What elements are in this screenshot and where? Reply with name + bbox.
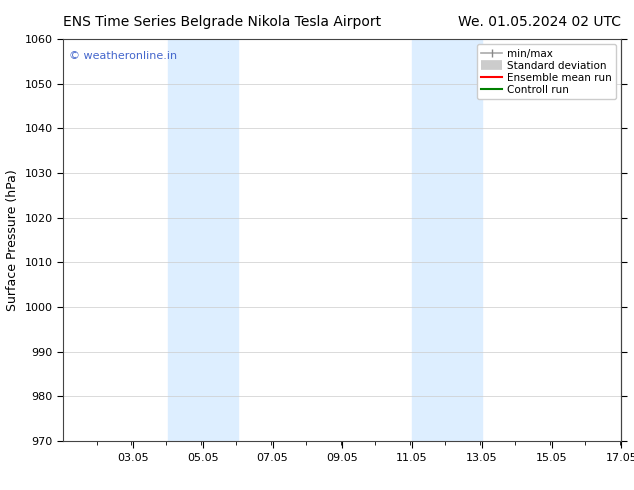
Legend: min/max, Standard deviation, Ensemble mean run, Controll run: min/max, Standard deviation, Ensemble me… xyxy=(477,45,616,99)
Bar xyxy=(412,39,482,441)
Bar xyxy=(168,39,238,441)
Text: We. 01.05.2024 02 UTC: We. 01.05.2024 02 UTC xyxy=(458,15,621,29)
Text: © weatheronline.in: © weatheronline.in xyxy=(69,51,177,61)
Y-axis label: Surface Pressure (hPa): Surface Pressure (hPa) xyxy=(6,169,19,311)
Text: ENS Time Series Belgrade Nikola Tesla Airport: ENS Time Series Belgrade Nikola Tesla Ai… xyxy=(63,15,382,29)
